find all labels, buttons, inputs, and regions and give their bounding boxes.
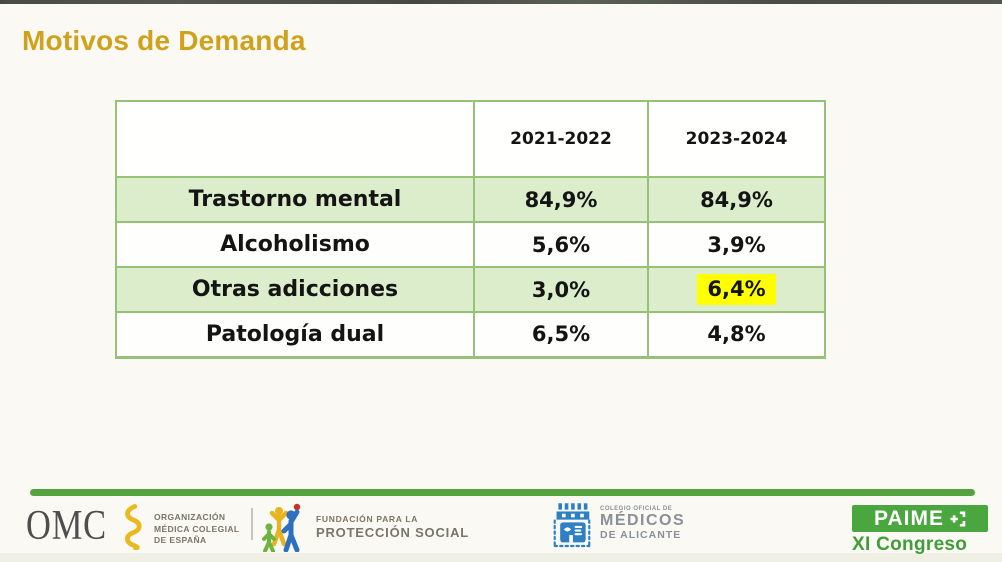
- footer-vertical-divider: [251, 508, 253, 540]
- fundacion-line2: PROTECCIÓN SOCIAL: [316, 525, 469, 540]
- omc-org-line2: MÉDICA COLEGIAL: [154, 523, 240, 534]
- alicante-line1: COLEGIO OFICIAL DE: [600, 506, 673, 512]
- value-cell: 3,0%: [473, 266, 649, 313]
- alicante-logo-block: COLEGIO OFICIAL DE MÉDICOS DE ALICANTE: [552, 502, 685, 550]
- table-row-trastorno-mental: Trastorno mental 84,9% 84,9%: [115, 176, 826, 223]
- value-cell: 5,6%: [473, 221, 649, 268]
- table-corner-cell: [115, 100, 475, 178]
- fundacion-line1: FUNDACIÓN PARA LA: [316, 514, 419, 524]
- row-label: Alcoholismo: [115, 221, 475, 268]
- table-header-row: 2021-2022 2023-2024: [115, 100, 826, 178]
- alicante-name: COLEGIO OFICIAL DE MÉDICOS DE ALICANTE: [600, 506, 685, 550]
- paime-logo-block: PAIME XI Congreso: [852, 505, 990, 556]
- table-row-otras-adicciones: Otras adicciones 3,0% 6,4%: [115, 266, 826, 313]
- omc-serpent-icon: [123, 504, 142, 555]
- slide-title: Motivos de Demanda: [22, 25, 306, 56]
- table-row-patologia-dual: Patología dual 6,5% 4,8%: [115, 311, 826, 359]
- fundacion-name: FUNDACIÓN PARA LA PROTECCIÓN SOCIAL: [316, 514, 469, 540]
- top-edge-line: [0, 0, 1002, 4]
- value-cell: 3,9%: [647, 221, 826, 268]
- value-cell: 6,4%: [647, 266, 826, 313]
- omc-org-line1: ORGANIZACIÓN: [154, 512, 226, 522]
- alicante-castle-icon: [553, 503, 591, 548]
- column-header-2021-2022: 2021-2022: [473, 100, 649, 178]
- column-header-2023-2024: 2023-2024: [647, 100, 826, 178]
- paime-brand-text: PAIME: [874, 507, 944, 530]
- value-cell: 4,8%: [647, 311, 826, 359]
- footer-divider-bar: [30, 489, 975, 496]
- row-label: Trastorno mental: [115, 176, 475, 223]
- value-cell: 84,9%: [473, 176, 649, 223]
- paime-congress-text: XI Congreso: [852, 534, 968, 555]
- omc-logo-text: OMC: [26, 503, 107, 549]
- paime-plus-bracket-icon: [950, 511, 966, 526]
- bottom-strip: [0, 553, 1002, 562]
- row-label: Otras adicciones: [115, 266, 475, 313]
- value-cell: 6,5%: [473, 311, 649, 359]
- omc-org-name: ORGANIZACIÓN MÉDICA COLEGIAL DE ESPAÑA: [154, 512, 240, 547]
- value-cell: 84,9%: [647, 176, 826, 223]
- table-row-alcoholismo: Alcoholismo 5,6% 3,9%: [115, 221, 826, 268]
- alicante-line2: MÉDICOS: [600, 512, 686, 529]
- alicante-line3: DE ALICANTE: [600, 529, 682, 541]
- fundacion-people-icon: [262, 502, 304, 557]
- row-label: Patología dual: [115, 311, 475, 359]
- demand-table: 2021-2022 2023-2024 Trastorno mental 84,…: [115, 100, 826, 359]
- omc-org-line3: DE ESPAÑA: [154, 535, 207, 545]
- highlighted-value: 6,4%: [697, 274, 776, 305]
- paime-logo-box: PAIME: [852, 505, 988, 532]
